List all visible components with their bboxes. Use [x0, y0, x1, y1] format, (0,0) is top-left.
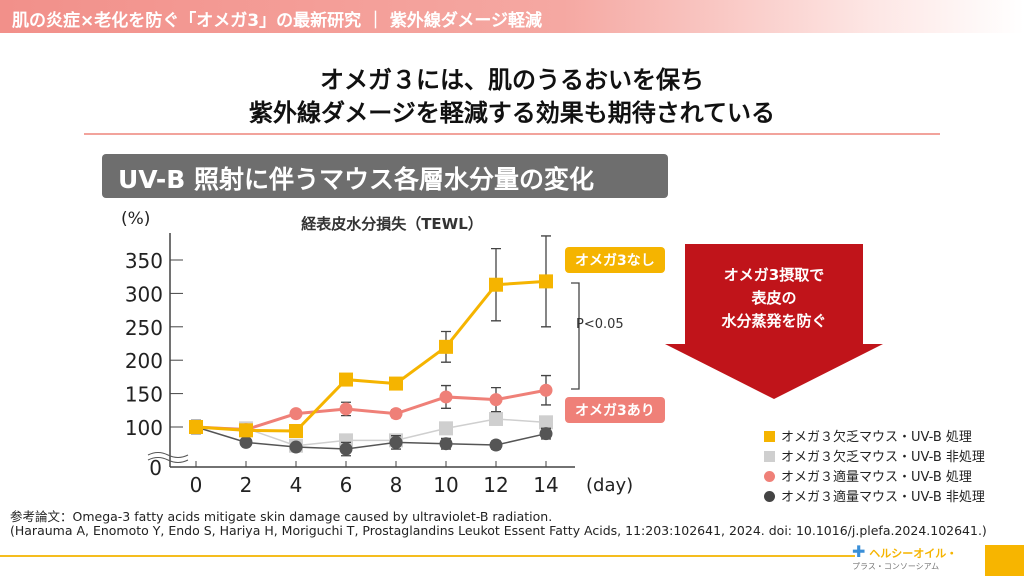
data-point — [439, 437, 453, 451]
data-point — [539, 274, 553, 289]
significance-bracket — [571, 282, 580, 390]
reference-line1: 参考論文：Omega-3 fatty acids mitigate skin d… — [10, 509, 553, 524]
data-point — [239, 435, 253, 449]
headline-line1: オメガ３には、肌のうるおいを保ち — [320, 66, 704, 94]
y-tick-label: 200 — [125, 349, 163, 373]
data-point — [389, 407, 403, 421]
x-tick-label: 8 — [390, 473, 403, 497]
y-tick-label: 350 — [125, 249, 163, 273]
section-badge: UV-B 照射に伴うマウス各層水分量の変化 — [102, 154, 668, 198]
data-point — [189, 420, 203, 434]
header-bar: 肌の炎症×老化を防ぐ「オメガ3」の最新研究 ｜ 紫外線ダメージ軽減 — [0, 0, 1024, 33]
callout-line2: 表皮の — [751, 289, 797, 307]
data-point — [539, 427, 553, 441]
y-tick-label: 300 — [125, 282, 163, 306]
x-tick-label: 2 — [240, 473, 253, 497]
significance-label: P<0.05 — [576, 317, 624, 332]
data-point — [489, 411, 503, 426]
x-tick-label: 6 — [340, 473, 353, 497]
series-line — [195, 388, 547, 432]
headline-line2: 紫外線ダメージを軽減する効果も期待されている — [248, 99, 776, 127]
label-with-omega: オメガ3あり — [565, 397, 665, 423]
label-no-omega: オメガ3なし — [565, 247, 665, 273]
footer-block — [985, 545, 1024, 576]
data-point — [539, 415, 553, 430]
x-axis-label: (day) — [586, 475, 633, 496]
y-tick-label: 0 — [149, 456, 162, 480]
y-tick-label: 250 — [125, 316, 163, 340]
data-point — [439, 390, 453, 404]
data-point — [339, 442, 353, 456]
data-point — [489, 438, 503, 452]
logo: ✚ ヘルシーオイル・ プラス・コンソーシアム — [852, 542, 958, 571]
legend-item: オメガ３適量マウス・UV-B 処理 — [764, 466, 972, 485]
data-point — [489, 277, 503, 292]
data-point — [289, 424, 303, 439]
legend-item: オメガ３欠乏マウス・UV-B 処理 — [764, 426, 972, 445]
x-tick-label: 0 — [190, 473, 203, 497]
series-line — [195, 426, 547, 450]
reference-line2: (Harauma A, Enomoto Y, Endo S, Hariya H,… — [10, 523, 987, 538]
divider — [84, 133, 940, 135]
y-tick-label: 150 — [125, 383, 163, 407]
callout-line1: オメガ3摂取で — [723, 266, 825, 284]
x-tick-label: 4 — [290, 473, 303, 497]
legend-item: オメガ３適量マウス・UV-B 非処理 — [764, 486, 985, 505]
x-tick-label: 14 — [533, 473, 558, 497]
data-point — [389, 376, 403, 391]
callout-arrow: オメガ3摂取で 表皮の水分蒸発を防ぐ — [665, 244, 883, 399]
data-point — [239, 423, 253, 438]
data-point — [339, 372, 353, 387]
chart-title: 経表皮水分損失（TEWL） — [301, 215, 483, 233]
data-point — [389, 435, 403, 449]
callout-line3: 水分蒸発を防ぐ — [721, 312, 827, 330]
data-point — [439, 339, 453, 354]
y-tick-label: 100 — [125, 416, 163, 440]
data-point — [439, 421, 453, 436]
data-point — [489, 393, 503, 407]
axis-break — [147, 452, 189, 463]
y-axis-label: (%) — [121, 209, 150, 229]
data-point — [289, 440, 303, 454]
x-tick-label: 10 — [433, 473, 458, 497]
series-line — [195, 279, 547, 433]
data-point — [289, 407, 303, 421]
footer-line — [0, 555, 855, 557]
legend-item: オメガ３欠乏マウス・UV-B 非処理 — [764, 446, 985, 465]
x-tick-label: 12 — [483, 473, 508, 497]
header-title: 肌の炎症×老化を防ぐ「オメガ3」の最新研究 ｜ 紫外線ダメージ軽減 — [12, 11, 543, 31]
data-point — [539, 383, 553, 397]
data-point — [339, 402, 353, 416]
